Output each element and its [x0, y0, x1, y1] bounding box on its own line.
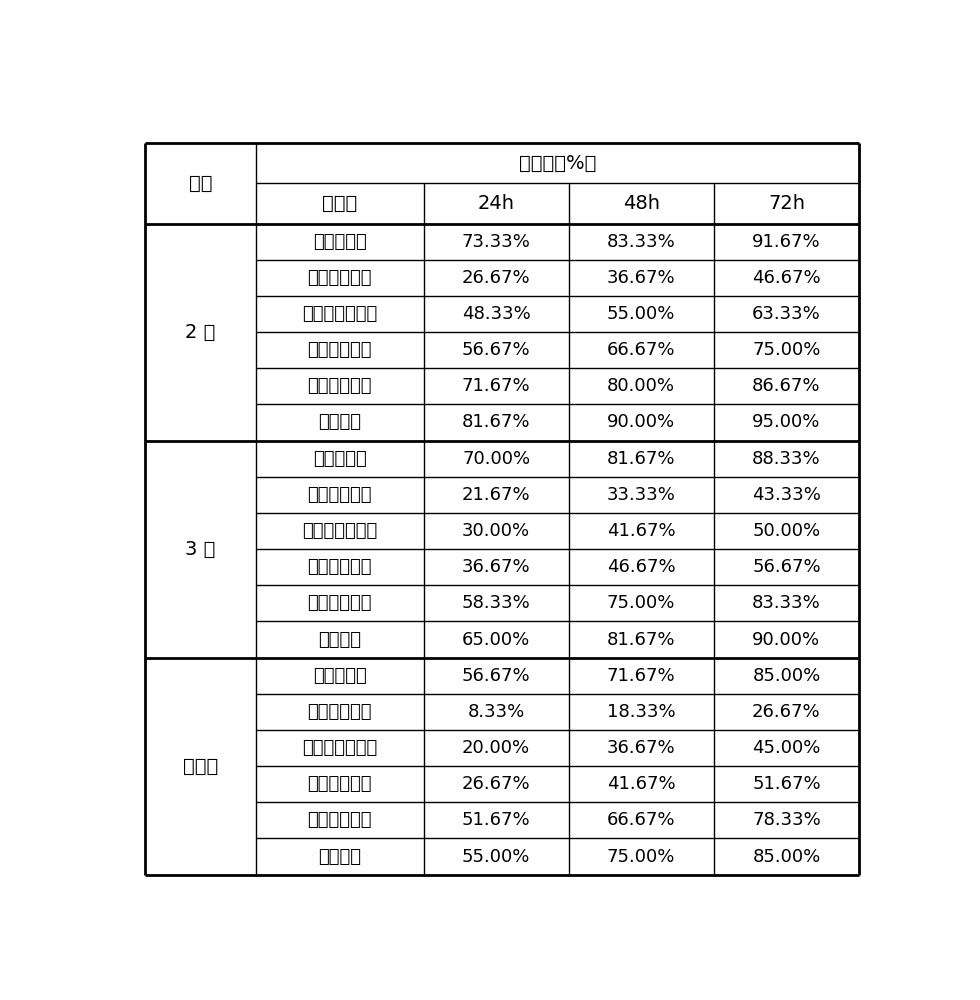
Text: 95.00%: 95.00% [753, 413, 820, 431]
Text: 70.00%: 70.00% [463, 450, 530, 468]
Text: 石油醚萌取物: 石油醚萌取物 [308, 341, 372, 359]
Text: 26.67%: 26.67% [462, 269, 530, 287]
Text: 36.67%: 36.67% [607, 269, 675, 287]
Text: 48.33%: 48.33% [462, 305, 530, 323]
Text: 91.67%: 91.67% [752, 233, 820, 251]
Text: 80.00%: 80.00% [607, 377, 675, 395]
Text: 8.33%: 8.33% [467, 703, 525, 721]
Text: 75.00%: 75.00% [607, 594, 675, 612]
Text: 71.67%: 71.67% [462, 377, 530, 395]
Text: 56.67%: 56.67% [462, 341, 530, 359]
Text: 90.00%: 90.00% [753, 631, 820, 649]
Text: 75.00%: 75.00% [607, 848, 675, 866]
Text: 46.67%: 46.67% [752, 269, 820, 287]
Text: 43.33%: 43.33% [752, 486, 821, 504]
Text: 78.33%: 78.33% [752, 811, 821, 829]
Text: 18.33%: 18.33% [607, 703, 675, 721]
Text: 提取物: 提取物 [322, 194, 358, 213]
Text: 73.33%: 73.33% [462, 233, 530, 251]
Text: 41.67%: 41.67% [607, 522, 675, 540]
Text: 55.00%: 55.00% [462, 848, 530, 866]
Text: 26.67%: 26.67% [752, 703, 820, 721]
Text: 三氯甲烷萌取物: 三氯甲烷萌取物 [302, 739, 377, 757]
Text: 死亡率（%）: 死亡率（%） [518, 154, 596, 173]
Text: 56.67%: 56.67% [752, 558, 820, 576]
Text: 三氯甲烷萌取物: 三氯甲烷萌取物 [302, 305, 377, 323]
Text: 55.00%: 55.00% [607, 305, 675, 323]
Text: 41.67%: 41.67% [607, 775, 675, 793]
Text: 66.67%: 66.67% [607, 811, 675, 829]
Text: 56.67%: 56.67% [462, 667, 530, 685]
Text: 90.00%: 90.00% [607, 413, 675, 431]
Text: 26.67%: 26.67% [462, 775, 530, 793]
Text: 雌成虫: 雌成虫 [183, 757, 219, 776]
Text: 51.67%: 51.67% [462, 811, 530, 829]
Text: 石油醚萌取物: 石油醚萌取物 [308, 486, 372, 504]
Text: 81.67%: 81.67% [607, 631, 675, 649]
Text: 75.00%: 75.00% [753, 341, 820, 359]
Text: 45.00%: 45.00% [753, 739, 820, 757]
Text: 石油醚萌取物: 石油醚萌取物 [308, 703, 372, 721]
Text: 86.67%: 86.67% [752, 377, 820, 395]
Text: 71.67%: 71.67% [607, 667, 675, 685]
Text: 50.00%: 50.00% [753, 522, 820, 540]
Text: 三氯甲烷萌取物: 三氯甲烷萌取物 [302, 522, 377, 540]
Text: 石油醚萌取物: 石油醚萌取物 [308, 269, 372, 287]
Text: 虫龄: 虫龄 [189, 174, 213, 193]
Text: 65.00%: 65.00% [462, 631, 530, 649]
Text: 83.33%: 83.33% [752, 594, 821, 612]
Text: 36.67%: 36.67% [462, 558, 530, 576]
Text: 63.33%: 63.33% [752, 305, 821, 323]
Text: 甲醇提取物: 甲醇提取物 [313, 450, 367, 468]
Text: 总生物碱: 总生物碱 [318, 631, 362, 649]
Text: 81.67%: 81.67% [462, 413, 530, 431]
Text: 24h: 24h [477, 194, 514, 213]
Text: 36.67%: 36.67% [607, 739, 675, 757]
Text: 正丁醇萌取物: 正丁醇萌取物 [308, 594, 372, 612]
Text: 20.00%: 20.00% [463, 739, 530, 757]
Text: 石油醚萌取物: 石油醚萌取物 [308, 775, 372, 793]
Text: 甲醇提取物: 甲醇提取物 [313, 667, 367, 685]
Text: 81.67%: 81.67% [607, 450, 675, 468]
Text: 正丁醇萌取物: 正丁醇萌取物 [308, 377, 372, 395]
Text: 30.00%: 30.00% [463, 522, 530, 540]
Text: 48h: 48h [622, 194, 660, 213]
Text: 石油醚萌取物: 石油醚萌取物 [308, 558, 372, 576]
Text: 21.67%: 21.67% [462, 486, 530, 504]
Text: 33.33%: 33.33% [607, 486, 675, 504]
Text: 正丁醇萌取物: 正丁醇萌取物 [308, 811, 372, 829]
Text: 83.33%: 83.33% [607, 233, 675, 251]
Text: 总生物碱: 总生物碱 [318, 413, 362, 431]
Text: 58.33%: 58.33% [462, 594, 530, 612]
Text: 总生物碱: 总生物碱 [318, 848, 362, 866]
Text: 46.67%: 46.67% [607, 558, 675, 576]
Text: 3 龄: 3 龄 [185, 540, 216, 559]
Text: 72h: 72h [768, 194, 805, 213]
Text: 甲醇提取物: 甲醇提取物 [313, 233, 367, 251]
Text: 51.67%: 51.67% [752, 775, 820, 793]
Text: 88.33%: 88.33% [752, 450, 820, 468]
Text: 66.67%: 66.67% [607, 341, 675, 359]
Text: 85.00%: 85.00% [753, 848, 820, 866]
Text: 2 龄: 2 龄 [185, 323, 216, 342]
Text: 85.00%: 85.00% [753, 667, 820, 685]
